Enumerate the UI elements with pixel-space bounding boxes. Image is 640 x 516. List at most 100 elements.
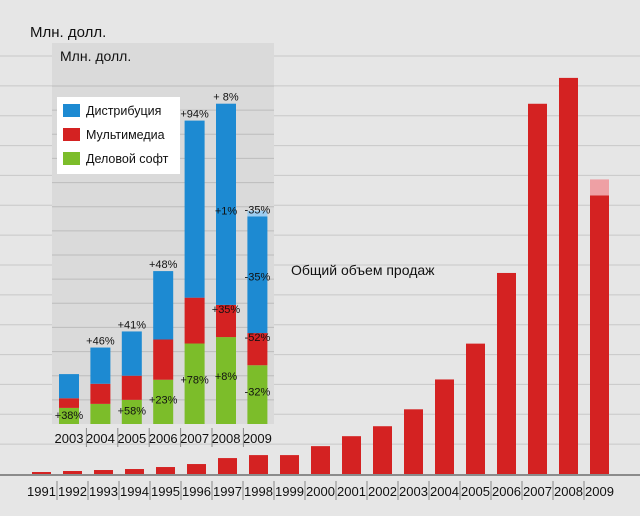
inset-bar-segment	[184, 120, 205, 298]
main-x-axis: 1991 1992 1993 1994 1995 1996 1997 1998 1999 2000…	[0, 474, 640, 500]
inset-y-axis-label: Млн. долл.	[60, 48, 131, 64]
main-x-tick-label: 1992	[58, 484, 87, 499]
main-bar	[497, 272, 516, 474]
inset-bar-segment	[216, 103, 236, 305]
inset-growth-label: +48%	[149, 259, 178, 271]
main-bar	[249, 455, 268, 474]
inset-bar-segment	[90, 347, 111, 384]
main-bar	[125, 469, 144, 474]
main-x-tick-label: 1995	[151, 484, 180, 499]
main-bar	[32, 472, 51, 474]
inset-bar-segment	[59, 407, 79, 424]
main-x-tick-label: 2001	[337, 484, 366, 499]
main-x-tick-label: 2006	[492, 484, 521, 499]
main-bar	[156, 467, 175, 474]
inset-growth-label: + 8%	[213, 92, 239, 104]
inset-growth-label: +23%	[149, 395, 178, 407]
inset-growth-label: +58%	[118, 406, 147, 418]
main-bar	[466, 343, 485, 474]
inset-growth-label: -35%	[245, 204, 271, 216]
main-bar	[94, 470, 113, 474]
main-x-tick-label: 1993	[89, 484, 118, 499]
legend-label: Деловой софт	[86, 152, 169, 166]
main-x-tick-label: 2007	[523, 484, 552, 499]
inset-bar-segment	[153, 339, 174, 380]
inset-x-tick-label: 2007	[180, 431, 209, 446]
inset-growth-label: +35%	[212, 304, 241, 316]
main-x-tick-label: 2009	[585, 484, 614, 499]
inset-bar-segment	[184, 297, 205, 344]
main-bar	[218, 458, 237, 474]
main-x-tick-label: 2005	[461, 484, 490, 499]
inset-bar-segment	[90, 403, 111, 424]
main-bar	[187, 464, 206, 474]
inset-bar-segment	[121, 375, 142, 400]
inset-growth-label: +8%	[215, 371, 238, 383]
main-x-tick-label: 1991	[27, 484, 56, 499]
inset-bar-segment	[247, 365, 268, 424]
inset-bar-segment	[153, 379, 174, 424]
main-bar	[280, 455, 299, 474]
inset-x-tick-label: 2006	[149, 431, 178, 446]
inset-bar-segment	[59, 374, 79, 399]
inset-bar-segment	[184, 343, 205, 424]
inset-growth-label: -35%	[245, 272, 271, 284]
main-x-tick-label: 2004	[430, 484, 459, 499]
main-x-tick-label: 2003	[399, 484, 428, 499]
main-x-tick-label: 2002	[368, 484, 397, 499]
main-bar-projection	[590, 179, 609, 196]
main-bar	[373, 426, 392, 474]
inset-growth-label: +94%	[180, 109, 209, 121]
inset-bar-segment	[216, 337, 236, 424]
inset-growth-label: +41%	[118, 319, 147, 331]
inset-bar-projection	[247, 210, 268, 217]
main-x-tick-label: 1994	[120, 484, 149, 499]
main-bar	[342, 436, 361, 474]
inset-bars	[59, 103, 268, 424]
inset-bar-segment	[121, 331, 142, 376]
main-annotation: Общий объем продаж	[291, 262, 435, 278]
legend-swatch	[63, 104, 80, 117]
inset-growth-label: +78%	[180, 375, 209, 387]
main-bar	[590, 195, 609, 475]
inset-growth-label: -32%	[245, 387, 271, 399]
inset-x-tick-label: 2005	[117, 431, 146, 446]
main-x-tick-label: 1996	[182, 484, 211, 499]
inset-bar-segment	[247, 333, 268, 366]
main-y-axis-label: Млн. долл.	[30, 24, 106, 41]
legend-label: Мультимедиа	[86, 128, 165, 142]
inset-growth-label: +1%	[215, 205, 238, 217]
inset-x-tick-label: 2008	[212, 431, 241, 446]
main-bar	[311, 446, 330, 474]
inset-legend: Дистрибуция Мультимедиа Деловой софт	[57, 97, 180, 174]
inset-growth-labels: +38% +46%+41% +58% +48% +23% +94% +78% + 8% +1% +…	[55, 92, 271, 422]
main-bar	[559, 77, 578, 475]
inset-x-axis: 2003 2004 2005 2006 2007 2008 2009	[55, 428, 272, 447]
inset-growth-label: -52%	[245, 332, 271, 344]
inset-bar-segment	[59, 398, 79, 408]
inset-bar-segment	[121, 399, 142, 424]
legend-swatch	[63, 128, 80, 141]
inset-bar-segment	[216, 304, 236, 338]
main-x-tick-label: 2008	[554, 484, 583, 499]
legend-label: Дистрибуция	[86, 104, 161, 118]
main-x-tick-label: 1999	[275, 484, 304, 499]
main-x-tick-label: 1998	[244, 484, 273, 499]
main-x-tick-label: 2000	[306, 484, 335, 499]
inset-growth-label: +46%	[86, 336, 115, 348]
inset-growth-label: +38%	[55, 410, 84, 422]
main-bar	[528, 103, 547, 475]
inset-x-tick-label: 2004	[86, 431, 115, 446]
main-bar	[404, 409, 423, 474]
main-bar	[435, 379, 454, 474]
inset-x-tick-label: 2003	[55, 431, 84, 446]
inset-bar-segment	[90, 383, 111, 404]
main-x-tick-label: 1997	[213, 484, 242, 499]
inset-x-tick-label: 2009	[243, 431, 272, 446]
main-bar	[63, 471, 82, 474]
main-bars	[32, 77, 609, 475]
inset-bar-segment	[153, 271, 174, 340]
legend-swatch	[63, 152, 80, 165]
